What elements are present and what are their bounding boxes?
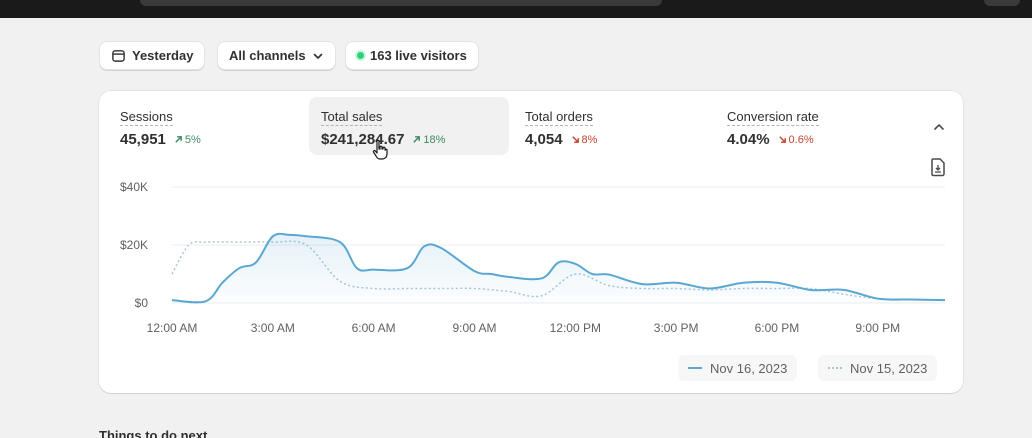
metric-total-orders[interactable]: Total orders 4,054 8% <box>513 97 713 155</box>
arrow-up-right-icon <box>413 136 421 143</box>
y-tick-label: $0 <box>135 296 149 310</box>
x-tick-label: 3:00 AM <box>251 321 295 335</box>
metric-label: Total sales <box>321 109 383 126</box>
metric-value: 45,951 <box>120 131 166 148</box>
metric-change: 0.6% <box>778 134 814 146</box>
series-line-current <box>171 232 946 304</box>
legend-item-current[interactable]: Nov 16, 2023 <box>678 355 798 381</box>
metric-total-sales[interactable]: Total sales $241,284.67 18% <box>309 97 509 155</box>
legend-item-previous[interactable]: Nov 15, 2023 <box>818 355 938 381</box>
analytics-card: Sessions 45,951 5% Total sales $241,284.… <box>99 91 963 393</box>
metric-change: 5% <box>174 134 201 146</box>
sales-chart: $0 $20K $40K 12:00 AM 3:00 AM 6:00 AM 9:00 AM 1… <box>120 180 946 335</box>
metric-label: Conversion rate <box>727 109 819 126</box>
chevron-up-icon[interactable] <box>931 119 947 135</box>
channels-filter-label: All channels <box>229 48 306 63</box>
metric-change: 8% <box>571 133 598 146</box>
export-file-icon[interactable] <box>929 157 947 177</box>
metric-change-value: 0.6% <box>788 133 814 146</box>
arrow-up-right-icon <box>175 136 182 143</box>
x-tick-label: 12:00 PM <box>550 321 601 335</box>
live-visitors-button[interactable]: 163 live visitors <box>345 41 479 70</box>
x-tick-label: 9:00 AM <box>452 321 496 335</box>
metric-label: Total orders <box>525 109 593 126</box>
x-tick-label: 9:00 PM <box>855 321 900 335</box>
live-visitors-label: 163 live visitors <box>370 48 467 63</box>
date-filter-button[interactable]: Yesterday <box>99 41 206 70</box>
calendar-icon <box>112 50 125 62</box>
top-bar <box>0 0 1032 18</box>
metric-sessions[interactable]: Sessions 45,951 5% <box>108 97 308 155</box>
metric-value: 4,054 <box>525 131 563 148</box>
metric-value: 4.04% <box>727 131 770 148</box>
x-tick-label: 12:00 AM <box>147 321 198 335</box>
chevron-down-icon <box>313 53 322 59</box>
metric-change-value: 5% <box>184 133 201 146</box>
search-bar[interactable] <box>140 0 662 6</box>
things-to-do-title: Things to do next <box>99 428 208 438</box>
metric-change-value: 18% <box>423 133 446 146</box>
top-bar-button[interactable] <box>984 0 1020 6</box>
metric-label: Sessions <box>120 109 173 126</box>
metric-value: $241,284.67 <box>321 131 405 148</box>
metric-conversion-rate[interactable]: Conversion rate 4.04% 0.6% <box>715 97 925 155</box>
series-area-current <box>172 233 945 303</box>
pointer-hand-icon <box>372 139 388 160</box>
legend-label: Nov 15, 2023 <box>850 360 928 376</box>
y-tick-label: $20K <box>120 238 148 252</box>
legend-solid-line-icon <box>688 367 702 369</box>
arrow-down-right-icon <box>571 136 579 143</box>
metric-change: 18% <box>412 134 445 146</box>
legend-label: Nov 16, 2023 <box>710 360 788 376</box>
x-tick-label: 6:00 PM <box>755 321 800 335</box>
live-dot-icon <box>357 52 364 59</box>
x-tick-label: 6:00 AM <box>352 321 396 335</box>
y-tick-label: $40K <box>120 180 148 194</box>
date-filter-label: Yesterday <box>132 48 194 63</box>
channels-filter-button[interactable]: All channels <box>217 41 336 70</box>
legend-dotted-line-icon <box>828 367 842 369</box>
x-tick-label: 3:00 PM <box>654 321 699 335</box>
metric-change-value: 8% <box>581 133 598 146</box>
arrow-down-right-icon <box>778 136 786 143</box>
